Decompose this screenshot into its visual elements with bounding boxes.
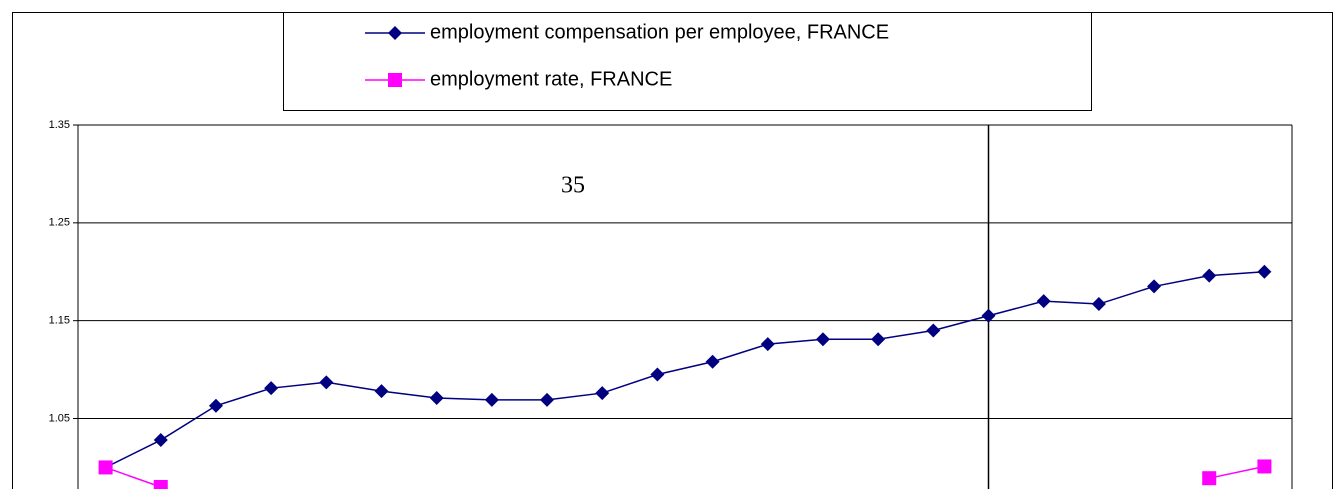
data-point [981, 308, 996, 323]
y-tick-label: 1.15 [49, 315, 70, 327]
data-point [1147, 279, 1162, 294]
data-point [540, 392, 555, 407]
data-point [208, 398, 223, 413]
data-point [1257, 459, 1272, 474]
data-point [264, 381, 279, 396]
data-point [815, 332, 830, 347]
data-point [1091, 297, 1106, 312]
data-point [1257, 264, 1272, 279]
series-line [105, 466, 162, 488]
legend: employment compensation per employee, FR… [365, 21, 889, 90]
series-line [105, 271, 1265, 469]
series-line [1209, 465, 1265, 479]
data-point [429, 390, 444, 405]
legend-marker [388, 73, 402, 87]
y-tick-label: 1.25 [49, 217, 70, 229]
data-point [1202, 268, 1217, 283]
data-point [484, 392, 499, 407]
data-point [1202, 471, 1217, 486]
data-point [595, 386, 610, 401]
data-point [650, 367, 665, 382]
data-point [871, 332, 886, 347]
data-point [153, 480, 168, 489]
legend-marker [388, 26, 402, 40]
plot-area: 1.05 1.15 1.25 1.35 [49, 119, 1293, 489]
y-tick-label: 1.05 [49, 412, 70, 424]
legend-label: employment compensation per employee, FR… [430, 21, 889, 43]
annotation: 35 [561, 173, 585, 199]
data-point [705, 354, 720, 369]
data-point [98, 460, 113, 475]
data-point [319, 375, 334, 390]
legend-box [283, 12, 1092, 111]
data-point [374, 384, 389, 399]
y-tick-label: 1.35 [49, 119, 70, 131]
data-point [1036, 294, 1051, 309]
legend-label: employment rate, FRANCE [430, 68, 672, 90]
data-point [153, 433, 168, 448]
data-point [926, 323, 941, 338]
data-point [760, 337, 775, 352]
